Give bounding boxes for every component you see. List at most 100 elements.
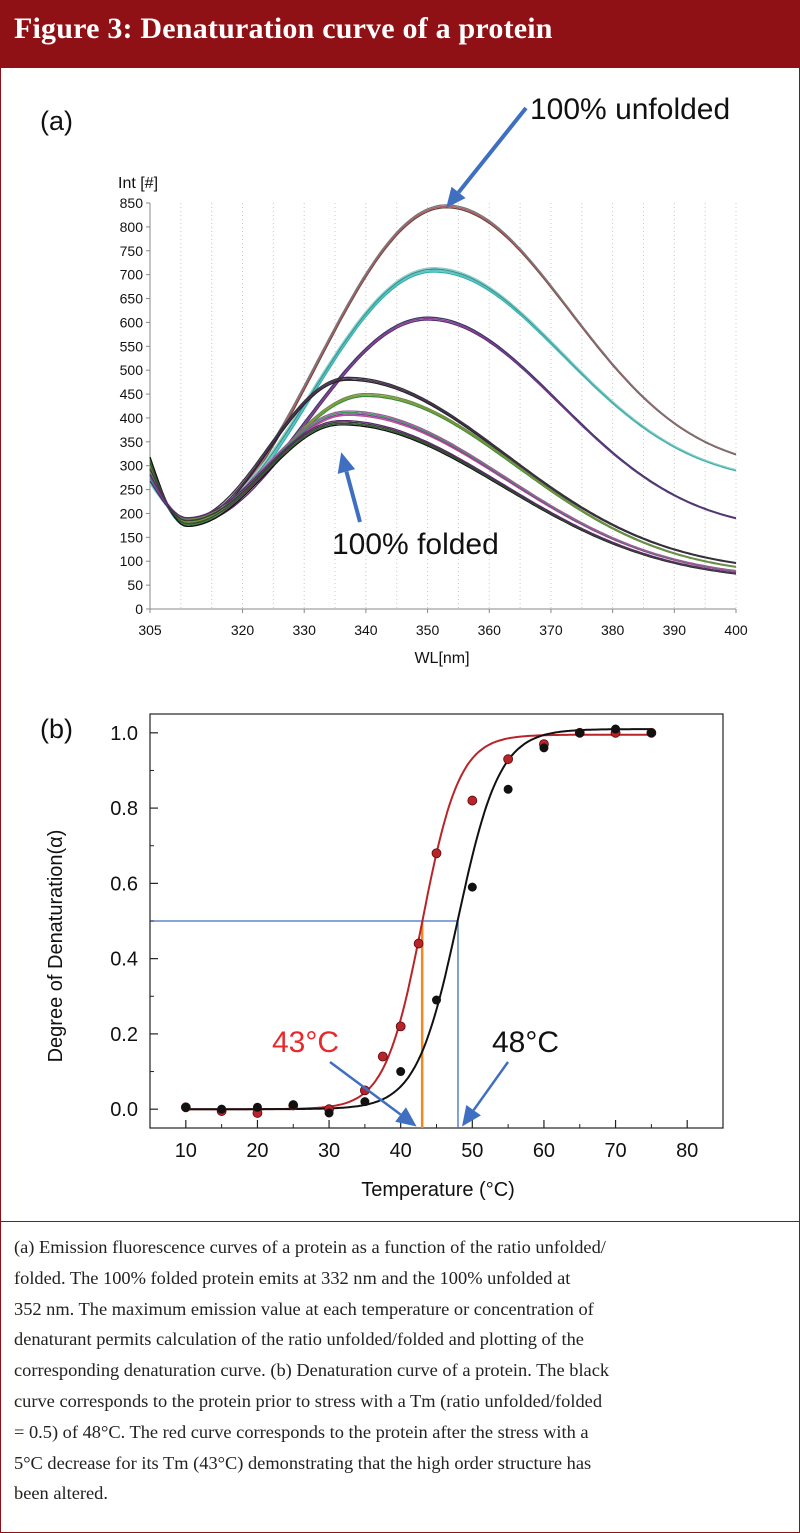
y-tick-label: 50	[127, 577, 143, 593]
data-point-black	[432, 995, 441, 1005]
y-tick-label: 550	[120, 338, 144, 354]
data-point-black	[611, 724, 621, 734]
data-point-black	[503, 784, 513, 794]
y-tick-label: 0	[135, 601, 143, 617]
y-tick-label: 0.4	[110, 949, 138, 971]
fit-curve-black	[185, 728, 652, 1111]
y-tick-label: 750	[120, 243, 144, 259]
x-tick-label: 20	[246, 1140, 268, 1162]
data-point-black	[181, 1102, 191, 1112]
annotation-arrows-a	[337, 106, 528, 523]
x-tick-label: 60	[533, 1140, 555, 1162]
spectrum-line	[149, 267, 737, 519]
caption-line: curve corresponds to the protein prior t…	[14, 1390, 603, 1411]
y-tick-label: 350	[120, 434, 144, 450]
y-tick-label: 150	[120, 529, 144, 545]
annotation-arrows-b	[329, 1060, 510, 1127]
y-tick-label: 800	[120, 219, 144, 235]
y-tick-label: 650	[120, 291, 144, 307]
data-point-black	[217, 1104, 227, 1114]
arrow-head	[337, 452, 356, 474]
data-point-black	[539, 743, 549, 753]
spectrum-line	[149, 271, 737, 528]
y-tick-label: 300	[120, 458, 144, 474]
chart-b-denaturation-curve: (b) Degree of Denaturation(α) Temperatur…	[40, 713, 724, 1201]
x-tick-label: 380	[601, 622, 625, 638]
caption-line: folded. The 100% folded protein emits at…	[14, 1267, 571, 1288]
x-tick-label: 350	[416, 622, 440, 638]
chart-a-emission-spectra: (a) Int [#] WL[nm] 0 50 100 150 200 250 300 350…	[40, 93, 748, 667]
arrow-folded	[337, 452, 362, 523]
arrow-43c	[329, 1060, 417, 1127]
spectrum-line	[149, 207, 737, 526]
y-tick-label: 850	[120, 195, 144, 211]
caption-divider	[0, 1221, 800, 1222]
arrow-shaft	[344, 471, 362, 523]
spectrum-line	[149, 268, 737, 522]
series-lines-a	[149, 204, 737, 575]
y-tick-label: 100	[120, 553, 144, 569]
y-tick-label: 0.0	[110, 1099, 138, 1121]
x-axis-label-b: Temperature (°C)	[361, 1179, 515, 1201]
x-axis-label-a: WL[nm]	[414, 650, 469, 667]
annotation-43c: 43°C	[272, 1026, 339, 1059]
y-tick-label: 700	[120, 267, 144, 283]
y-tick-label: 1.0	[110, 723, 138, 745]
arrow-shaft	[472, 1061, 510, 1111]
x-tick-label: 40	[390, 1140, 412, 1162]
x-tick-label: 400	[724, 622, 748, 638]
figure-title: Figure 3: Denaturation curve of a protei…	[14, 12, 553, 45]
spectrum-line	[149, 204, 737, 520]
y-tick-label: 0.8	[110, 798, 138, 820]
y-tick-label: 600	[120, 314, 144, 330]
x-ticks-a: 305 320 330 340 350 360 370 380 390 400	[138, 609, 748, 638]
y-ticks-a: 0 50 100 150 200 250 300 350 400 450 500 550 600 650 7…	[120, 195, 150, 617]
arrow-head	[461, 1104, 481, 1127]
x-tick-label: 390	[663, 622, 687, 638]
x-tick-label: 305	[138, 622, 162, 638]
arrow-unfolded	[446, 106, 528, 208]
annotation-folded: 100% folded	[332, 528, 499, 561]
x-tick-label: 10	[175, 1140, 197, 1162]
x-tick-label: 340	[354, 622, 378, 638]
data-point-black	[324, 1108, 334, 1118]
x-tick-label: 50	[461, 1140, 483, 1162]
arrow-head	[446, 186, 466, 208]
x-tick-label: 80	[676, 1140, 698, 1162]
spectrum-line	[149, 205, 737, 523]
figure-caption: (a) Emission fluorescence curves of a pr…	[14, 1232, 790, 1509]
annotation-unfolded: 100% unfolded	[530, 93, 730, 126]
data-point-red	[503, 754, 514, 765]
fit-curves-b	[185, 728, 652, 1111]
y-axis-label-a: Int [#]	[118, 175, 158, 192]
y-tick-label: 450	[120, 386, 144, 402]
spectrum-line	[149, 419, 737, 574]
data-point-black	[575, 728, 585, 738]
data-point-black	[360, 1097, 370, 1107]
data-point-black	[396, 1067, 406, 1077]
x-tick-label: 360	[478, 622, 502, 638]
data-point-red	[431, 848, 442, 859]
x-tick-label: 70	[604, 1140, 626, 1162]
spectrum-line	[149, 269, 737, 525]
fit-curve-red	[185, 733, 652, 1111]
caption-line: denaturant permits calculation of the ra…	[14, 1329, 584, 1350]
spectrum-line	[149, 376, 737, 564]
caption-line: 352 nm. The maximum emission value at ea…	[14, 1298, 594, 1319]
x-tick-label: 330	[293, 622, 317, 638]
caption-line: = 0.5) of 48°C. The red curve correspond…	[14, 1421, 589, 1442]
y-tick-label: 250	[120, 482, 144, 498]
arrow-head	[395, 1107, 417, 1127]
data-point-red	[467, 795, 478, 806]
x-tick-label: 30	[318, 1140, 340, 1162]
data-point-red	[395, 1021, 406, 1032]
y-axis-label-b: Degree of Denaturation(α)	[45, 830, 67, 1063]
panel-label-b: (b)	[40, 714, 73, 744]
x-ticks-b: 10 20 30 40 50 60 70 80	[149, 1120, 724, 1162]
arrow-shaft	[457, 106, 528, 194]
annotation-48c: 48°C	[492, 1026, 559, 1059]
x-tick-label: 370	[539, 622, 563, 638]
arrow-48c	[461, 1061, 510, 1127]
y-ticks-b: 0.0 0.2 0.4 0.6 0.8 1.0	[110, 723, 158, 1121]
x-tick-label: 320	[231, 622, 255, 638]
